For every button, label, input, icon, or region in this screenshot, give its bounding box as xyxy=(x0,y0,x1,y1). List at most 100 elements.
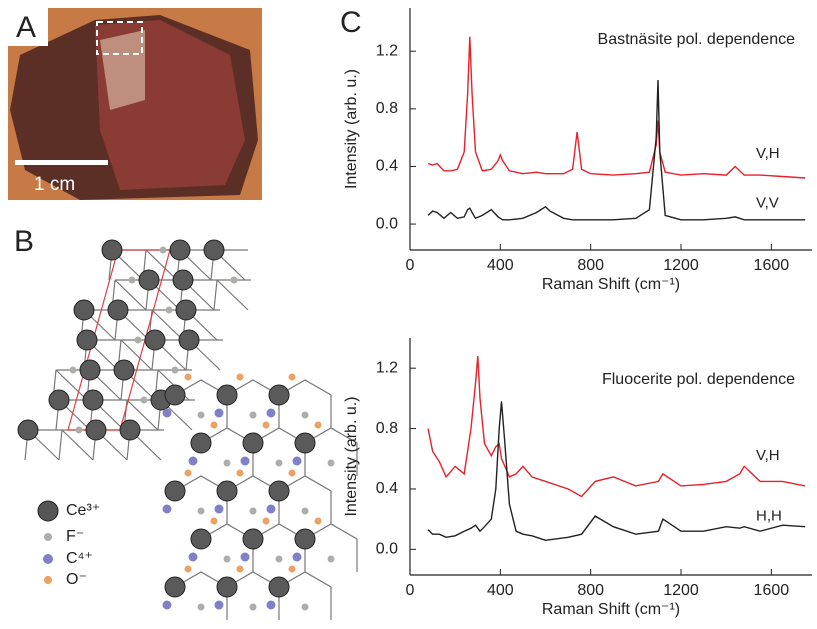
c-ion xyxy=(163,505,172,514)
f-ion xyxy=(302,508,309,515)
f-icon xyxy=(44,533,52,541)
o-ion xyxy=(185,566,192,573)
scale-bar xyxy=(15,160,108,165)
series-label: V,H xyxy=(756,447,780,464)
f-ion xyxy=(76,427,83,434)
series-label: H,H xyxy=(756,508,782,525)
bond xyxy=(227,380,279,428)
ion-label: F⁻ xyxy=(66,528,84,545)
f-ion xyxy=(224,556,231,563)
f-ion xyxy=(276,556,283,563)
y-axis-label: Intensity (arb. u.) xyxy=(343,396,360,516)
ce-ion xyxy=(269,481,289,501)
ce-icon xyxy=(38,501,58,521)
ce-ion xyxy=(165,577,185,597)
bond xyxy=(201,428,253,476)
ce-ion xyxy=(179,330,199,350)
o-ion xyxy=(289,374,296,381)
ce-ion xyxy=(204,240,224,260)
ce-ion xyxy=(191,433,211,453)
c-ion xyxy=(241,457,250,466)
c-ion xyxy=(293,457,302,466)
ce-ion xyxy=(269,577,289,597)
c-ion xyxy=(267,505,276,514)
ce-ion xyxy=(74,300,94,320)
series-line xyxy=(428,37,805,178)
f-ion xyxy=(302,412,309,419)
f-ion xyxy=(328,556,335,563)
ce-ion xyxy=(145,330,165,350)
x-tick-label: 1200 xyxy=(663,582,699,599)
o-ion xyxy=(211,422,218,429)
ce-ion xyxy=(86,420,106,440)
x-tick-label: 400 xyxy=(487,582,514,599)
f-ion xyxy=(250,412,257,419)
y-tick-label: 1.2 xyxy=(376,42,398,59)
bond xyxy=(227,572,279,620)
y-tick-label: 0.8 xyxy=(376,420,398,437)
f-ion xyxy=(166,307,173,314)
x-tick-label: 800 xyxy=(577,582,604,599)
ion-label: O⁻ xyxy=(66,571,87,588)
ce-ion xyxy=(217,481,237,501)
f-ion xyxy=(231,277,238,284)
y-tick-label: 0.0 xyxy=(376,215,398,232)
ce-ion xyxy=(243,433,263,453)
ce-ion xyxy=(139,270,159,290)
y-tick-label: 0.8 xyxy=(376,100,398,117)
c-ion xyxy=(267,409,276,418)
y-tick-label: 0.4 xyxy=(376,158,398,175)
ce-ion xyxy=(77,330,97,350)
bond xyxy=(305,524,357,572)
f-ion xyxy=(302,604,309,611)
c-ion xyxy=(189,457,198,466)
panel-label: A xyxy=(16,11,36,44)
o-ion xyxy=(263,422,270,429)
c-ion xyxy=(215,601,224,610)
o-ion xyxy=(237,566,244,573)
ce-ion xyxy=(102,240,122,260)
ce-ion xyxy=(269,385,289,405)
o-icon xyxy=(44,576,52,584)
ce-ion xyxy=(108,300,128,320)
bond xyxy=(214,280,217,310)
x-tick-label: 0 xyxy=(406,257,415,274)
o-ion xyxy=(237,374,244,381)
ce-ion xyxy=(165,385,185,405)
o-ion xyxy=(211,518,218,525)
bond xyxy=(59,430,62,460)
x-axis-label: Raman Shift (cm⁻¹) xyxy=(542,276,680,293)
ce-ion xyxy=(18,420,38,440)
ion-label: Ce³⁺ xyxy=(66,502,100,519)
f-ion xyxy=(70,367,77,374)
f-ion xyxy=(135,337,142,344)
ce-ion xyxy=(295,433,315,453)
c-ion xyxy=(241,553,250,562)
f-ion xyxy=(160,247,167,254)
c-ion xyxy=(215,505,224,514)
o-ion xyxy=(289,470,296,477)
f-ion xyxy=(276,460,283,467)
c-ion xyxy=(267,601,276,610)
ce-ion xyxy=(165,481,185,501)
bond xyxy=(279,572,331,620)
ce-ion xyxy=(49,390,69,410)
y-tick-label: 0.4 xyxy=(376,480,398,497)
o-ion xyxy=(289,566,296,573)
ce-ion xyxy=(170,240,190,260)
o-ion xyxy=(315,422,322,429)
panel-label: C xyxy=(340,6,362,39)
bond xyxy=(175,476,227,524)
f-ion xyxy=(224,460,231,467)
c-ion xyxy=(215,409,224,418)
o-ion xyxy=(263,518,270,525)
ce-ion xyxy=(191,529,211,549)
x-tick-label: 800 xyxy=(577,257,604,274)
c-ion xyxy=(189,553,198,562)
series-label: V,V xyxy=(756,195,779,212)
x-tick-label: 1200 xyxy=(663,257,699,274)
bond xyxy=(175,572,227,620)
chart-title: Bastnäsite pol. dependence xyxy=(598,31,796,48)
o-ion xyxy=(185,374,192,381)
panel-label: B xyxy=(14,225,34,258)
